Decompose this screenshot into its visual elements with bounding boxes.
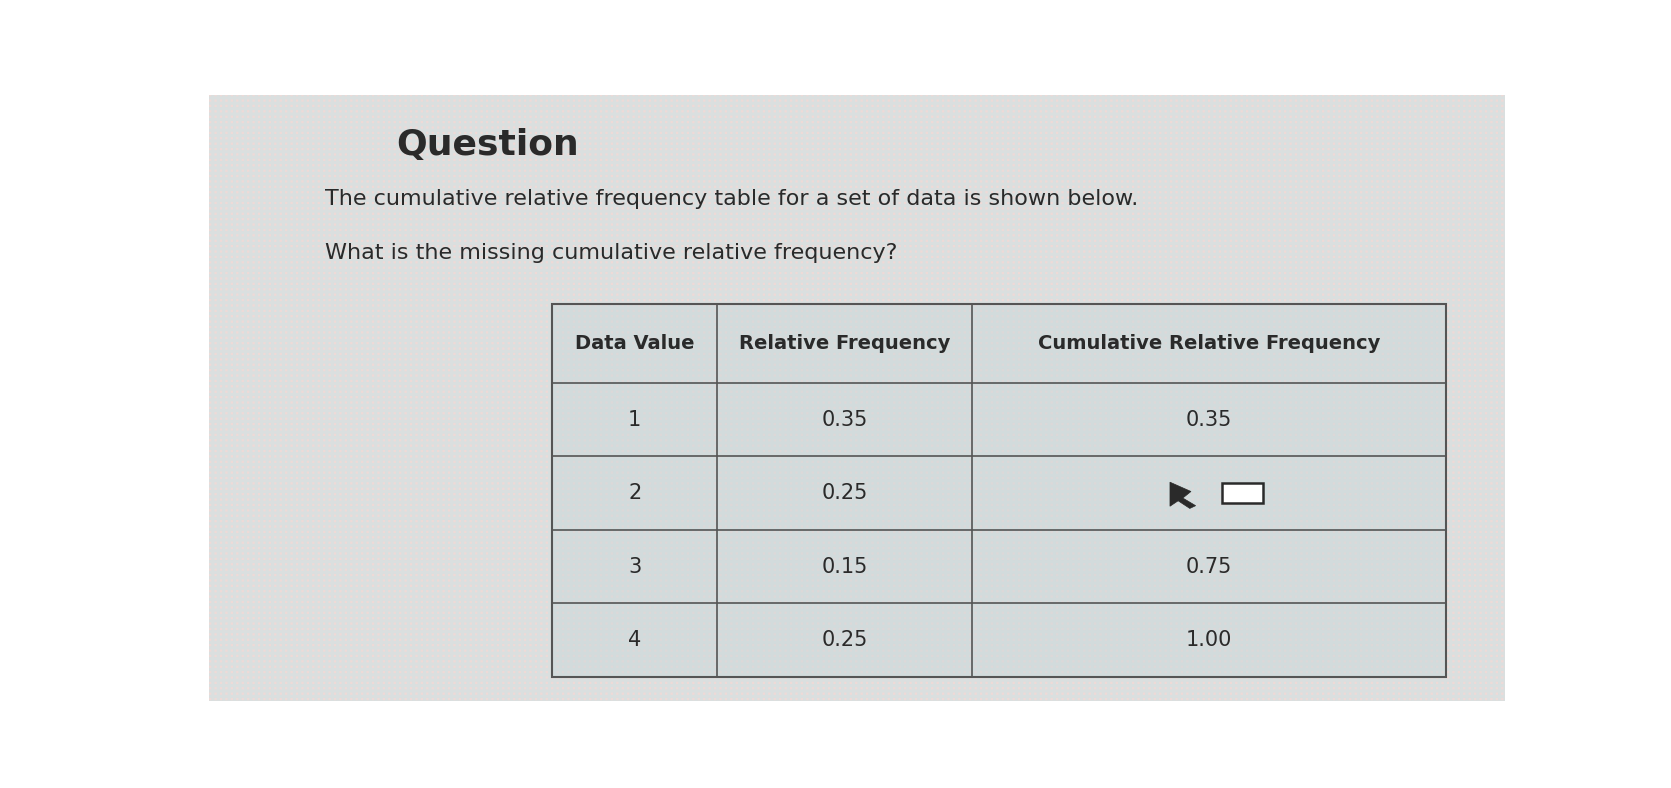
Text: 4: 4 — [628, 630, 642, 650]
Text: 1: 1 — [628, 410, 642, 429]
Text: 0.25: 0.25 — [822, 483, 867, 503]
Bar — [973, 530, 1445, 604]
Text: 0.35: 0.35 — [822, 410, 867, 429]
Bar — [551, 530, 717, 604]
Text: 0.15: 0.15 — [822, 556, 867, 577]
Text: The cumulative relative frequency table for a set of data is shown below.: The cumulative relative frequency table … — [326, 188, 1138, 209]
Text: 2: 2 — [628, 483, 642, 503]
Text: 0.35: 0.35 — [1186, 410, 1232, 429]
Bar — [551, 456, 717, 530]
Bar — [551, 604, 717, 677]
Bar — [973, 383, 1445, 456]
Bar — [551, 383, 717, 456]
Text: 0.25: 0.25 — [822, 630, 867, 650]
Text: What is the missing cumulative relative frequency?: What is the missing cumulative relative … — [326, 243, 897, 263]
Bar — [973, 604, 1445, 677]
Bar — [551, 304, 1445, 383]
Text: Data Value: Data Value — [575, 334, 695, 353]
Bar — [717, 604, 973, 677]
Text: Relative Frequency: Relative Frequency — [739, 334, 951, 353]
Bar — [717, 530, 973, 604]
Bar — [1222, 483, 1263, 503]
Text: 3: 3 — [628, 556, 642, 577]
Bar — [551, 304, 1445, 677]
Text: 1.00: 1.00 — [1186, 630, 1232, 650]
Polygon shape — [1170, 482, 1196, 508]
Bar — [717, 456, 973, 530]
Text: 0.75: 0.75 — [1186, 556, 1232, 577]
Text: Question: Question — [396, 128, 580, 162]
Bar — [973, 456, 1445, 530]
Text: Cumulative Relative Frequency: Cumulative Relative Frequency — [1038, 334, 1380, 353]
Bar — [717, 383, 973, 456]
